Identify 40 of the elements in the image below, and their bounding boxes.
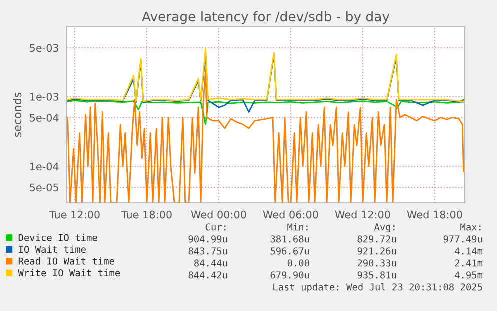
y-tick-label: 1e-03 [30, 92, 59, 101]
line-series [67, 48, 464, 103]
line-series [67, 99, 464, 126]
text: 921.26u [358, 248, 396, 255]
legend-label: IO Wait time [19, 246, 86, 254]
y-tick-label: 5e-05 [30, 184, 58, 192]
text: 829.72u [358, 236, 396, 243]
text: Cur: [206, 224, 226, 231]
text: Avg: [374, 224, 395, 233]
y-tick-label: 5e-04 [30, 114, 59, 122]
text: 290.33u [358, 260, 396, 267]
text: Max: [460, 224, 481, 231]
text: 0.00 [288, 260, 310, 267]
text: 843.75u [188, 248, 228, 255]
text: 596.67u [270, 248, 310, 255]
text: 2.41m [455, 260, 483, 267]
x-tick-label: Wed 18:00 [407, 210, 462, 219]
y-tick-label: 1e-04 [30, 162, 59, 171]
text: 977.49u [444, 236, 482, 243]
text: 4.95m [455, 272, 483, 279]
legend-label: Read IO Wait time [18, 258, 114, 265]
x-tick-label: Wed 06:00 [263, 210, 318, 219]
x-tick-label: Tue 12:00 [49, 210, 100, 219]
text: Last update: Wed Jul 23 20:31:08 2025 [274, 283, 482, 293]
y-axis-title: seconds [13, 92, 22, 138]
text: 935.81u [358, 272, 396, 279]
text: 381.68u [270, 236, 310, 243]
legend-label: Write IO Wait time [18, 269, 120, 277]
text: 4.14m [455, 248, 483, 255]
x-tick-label: Wed 12:00 [335, 210, 390, 219]
x-tick-label: Tue 18:00 [121, 210, 172, 219]
text: 84.44u [194, 260, 228, 267]
text: 679.90u [270, 272, 310, 279]
chart-title: Average latency for /dev/sdb - by day [142, 11, 390, 24]
text: 844.42u [188, 272, 228, 279]
text: 904.99u [188, 236, 228, 243]
x-tick-label: Wed 00:00 [191, 210, 246, 219]
y-tick-label: 5e-03 [30, 44, 59, 52]
text: Min: [288, 223, 308, 231]
legend-label: Device IO time [18, 234, 98, 242]
